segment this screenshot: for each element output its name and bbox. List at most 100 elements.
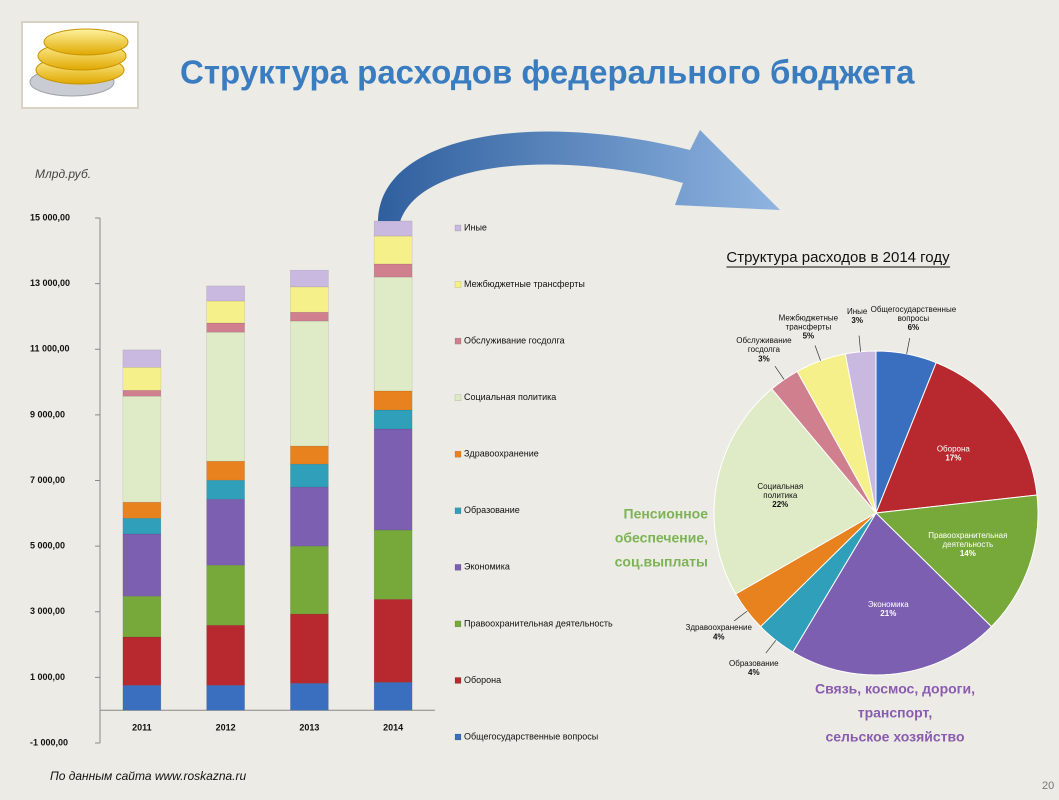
pie-value-label: 5%	[803, 331, 815, 340]
bar-segment	[373, 390, 413, 411]
bar-segment	[122, 395, 162, 503]
legend-label: Образование	[464, 505, 520, 515]
bar-segment	[206, 685, 245, 711]
pie-label: Образование	[729, 659, 779, 668]
leader-line	[814, 345, 821, 361]
bar-segment	[290, 545, 329, 615]
legend-label: Общегосударственные вопросы	[464, 731, 598, 741]
bar-segment	[373, 428, 413, 531]
bar-segment	[206, 331, 245, 462]
pie-label: Общегосударственные вопросы	[871, 305, 957, 323]
legend-swatch	[454, 733, 462, 741]
legend-swatch	[454, 394, 462, 401]
bar-segment	[122, 595, 162, 638]
pie-label: Иные	[847, 307, 868, 316]
bar-segment	[122, 636, 162, 686]
legend-swatch	[454, 281, 462, 288]
bar-segment	[373, 235, 413, 265]
bar-segment	[122, 349, 162, 368]
annotation: транспорт,	[858, 705, 933, 721]
legend-swatch	[454, 224, 462, 232]
bar-segment	[122, 685, 162, 711]
pie-label: Здравоохранение	[685, 623, 752, 632]
bar-segment	[373, 599, 413, 683]
legend-swatch	[454, 564, 462, 571]
y-tick-label: 9 000,00	[30, 409, 65, 419]
pie-slice	[792, 512, 993, 676]
legend-swatch	[454, 677, 462, 684]
y-tick-label: 5 000,00	[30, 541, 65, 551]
pie-slice	[713, 388, 877, 595]
x-tick-label: 2012	[216, 723, 236, 733]
pie-value-label: 3%	[758, 354, 770, 363]
bar-segment	[290, 445, 329, 465]
bar-segment	[206, 300, 245, 324]
bar-segment	[122, 517, 162, 535]
legend-label: Межбюджетные трансферты	[464, 279, 585, 289]
bar-segment	[290, 463, 329, 488]
bar-segment	[373, 276, 413, 392]
bar-segment	[206, 285, 245, 302]
pie-label: Межбюджетные трансферты	[779, 313, 839, 331]
pie-value-label: 22%	[772, 500, 788, 509]
legend-label: Иные	[464, 222, 487, 232]
annotation: соц.выплаты	[615, 554, 708, 570]
legend-swatch	[454, 337, 462, 345]
annotation: Связь, космос, дороги,	[815, 681, 975, 697]
legend-label: Здравоохранение	[464, 449, 539, 459]
pie-label: Правоохранительная деятельность	[928, 531, 1007, 549]
pie-label: Оборона	[937, 445, 971, 454]
y-tick-label: 7 000,00	[30, 475, 65, 485]
bar-segment	[206, 498, 245, 566]
legend-label: Экономика	[464, 562, 510, 572]
arrow	[378, 130, 780, 222]
bar-segment	[290, 683, 329, 711]
legend-label: Правоохранительная деятельность	[464, 618, 613, 628]
legend-swatch	[454, 507, 462, 515]
pie-value-label: 17%	[945, 454, 961, 463]
x-tick-label: 2014	[383, 723, 403, 733]
bar-segment	[206, 564, 245, 626]
leader-line	[858, 335, 861, 352]
pie-slice	[874, 494, 1039, 628]
bar-segment	[290, 320, 329, 447]
leader-line	[765, 640, 777, 654]
bar-segment	[373, 682, 413, 711]
bar-segment	[373, 409, 413, 430]
bar-segment	[206, 624, 245, 686]
slide-title: Структура расходов федерального бюджета	[180, 54, 915, 91]
bar-segment	[290, 269, 329, 288]
pie-slice	[844, 350, 877, 514]
bar-segment	[290, 613, 329, 684]
y-tick-label: 3 000,00	[30, 606, 65, 616]
bar-segment	[122, 533, 162, 597]
bar-segment	[206, 460, 245, 481]
legend-swatch	[454, 450, 462, 458]
coins-icon	[21, 21, 139, 109]
annotation: сельское хозяйство	[825, 729, 964, 745]
pie-label: Обслуживание госдолга	[736, 336, 792, 354]
bar-segment	[206, 322, 245, 333]
annotation: обеспечение,	[615, 530, 708, 546]
unit-label: Млрд.руб.	[35, 167, 91, 181]
bar-segment	[290, 486, 329, 547]
pie-slice	[875, 361, 1038, 514]
y-tick-label: 1 000,00	[30, 672, 65, 682]
pie-value-label: 3%	[851, 316, 863, 325]
legend-label: Оборона	[464, 675, 501, 685]
pie-title: Структура расходов в 2014 году	[726, 249, 950, 266]
pie-value-label: 4%	[713, 632, 725, 641]
source-note: По данным сайта www.roskazna.ru	[50, 769, 247, 783]
pie-label: Социальная политика	[757, 482, 803, 500]
pie-value-label: 21%	[880, 609, 896, 618]
x-tick-label: 2011	[132, 723, 152, 733]
pie-value-label: 4%	[748, 668, 760, 677]
y-tick-label: -1 000,00	[30, 737, 68, 747]
bar-segment	[290, 311, 329, 322]
slide-number: 20	[1042, 780, 1054, 792]
pie-label: Экономика	[868, 600, 909, 609]
y-tick-label: 13 000,00	[30, 278, 70, 288]
legend-label: Социальная политика	[464, 392, 556, 402]
annotation: Пенсионное	[624, 506, 709, 522]
